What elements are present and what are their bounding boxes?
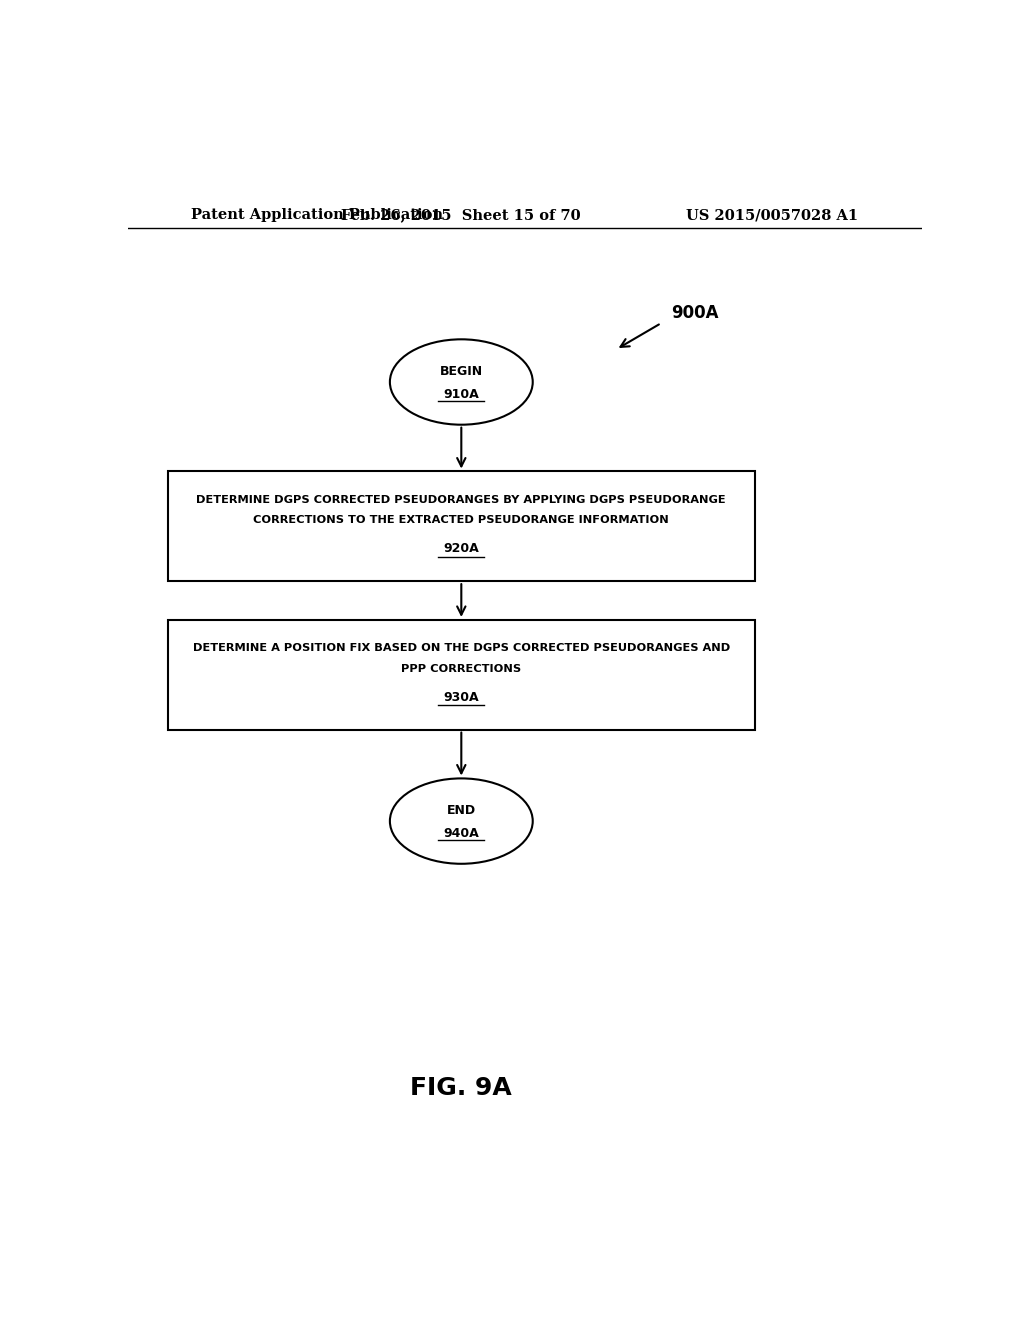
Text: 920A: 920A xyxy=(443,543,479,556)
Bar xyxy=(168,620,755,730)
Text: 930A: 930A xyxy=(443,690,479,704)
Text: 940A: 940A xyxy=(443,826,479,840)
Text: 900A: 900A xyxy=(672,304,719,322)
Text: PPP CORRECTIONS: PPP CORRECTIONS xyxy=(401,664,521,673)
Text: 910A: 910A xyxy=(443,388,479,401)
Ellipse shape xyxy=(390,339,532,425)
Text: DETERMINE DGPS CORRECTED PSEUDORANGES BY APPLYING DGPS PSEUDORANGE: DETERMINE DGPS CORRECTED PSEUDORANGES BY… xyxy=(197,495,726,506)
Text: Patent Application Publication: Patent Application Publication xyxy=(191,209,443,222)
Text: FIG. 9A: FIG. 9A xyxy=(411,1076,512,1101)
Bar xyxy=(168,471,755,581)
Text: END: END xyxy=(446,804,476,817)
Ellipse shape xyxy=(390,779,532,863)
Text: Feb. 26, 2015  Sheet 15 of 70: Feb. 26, 2015 Sheet 15 of 70 xyxy=(341,209,582,222)
Text: DETERMINE A POSITION FIX BASED ON THE DGPS CORRECTED PSEUDORANGES AND: DETERMINE A POSITION FIX BASED ON THE DG… xyxy=(193,643,730,653)
Text: BEGIN: BEGIN xyxy=(439,366,483,379)
Text: US 2015/0057028 A1: US 2015/0057028 A1 xyxy=(686,209,858,222)
Text: CORRECTIONS TO THE EXTRACTED PSEUDORANGE INFORMATION: CORRECTIONS TO THE EXTRACTED PSEUDORANGE… xyxy=(253,515,670,525)
